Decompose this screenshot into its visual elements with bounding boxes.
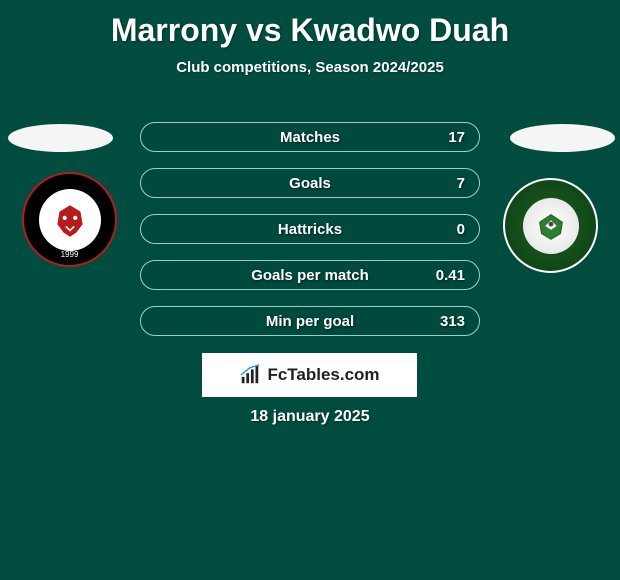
stat-row-matches: Matches 17 bbox=[140, 122, 480, 152]
branding-text: FcTables.com bbox=[267, 365, 379, 385]
club-badge-right-shield bbox=[523, 198, 579, 254]
date-text: 18 january 2025 bbox=[0, 408, 620, 426]
branding-box[interactable]: FcTables.com bbox=[202, 353, 417, 397]
wolf-icon bbox=[49, 199, 91, 241]
page-container: Marrony vs Kwadwo Duah Club competitions… bbox=[0, 0, 620, 580]
bar-chart-icon bbox=[239, 364, 261, 386]
stat-label: Min per goal bbox=[266, 313, 354, 330]
stat-label: Matches bbox=[280, 129, 340, 146]
club-badge-left-inner bbox=[39, 189, 101, 251]
stat-value: 17 bbox=[448, 129, 465, 146]
stat-value: 7 bbox=[457, 175, 465, 192]
stat-label: Goals bbox=[289, 175, 331, 192]
stat-value: 0 bbox=[457, 221, 465, 238]
stat-row-min-per-goal: Min per goal 313 bbox=[140, 306, 480, 336]
stat-value: 0.41 bbox=[436, 267, 465, 284]
stat-label: Hattricks bbox=[278, 221, 342, 238]
club-badge-right bbox=[503, 178, 598, 273]
eagle-icon bbox=[532, 207, 570, 245]
page-title: Marrony vs Kwadwo Duah bbox=[0, 0, 620, 49]
player-avatar-right bbox=[510, 124, 615, 152]
stats-panel: Matches 17 Goals 7 Hattricks 0 Goals per… bbox=[140, 122, 480, 352]
stat-label: Goals per match bbox=[251, 267, 369, 284]
page-subtitle: Club competitions, Season 2024/2025 bbox=[0, 59, 620, 76]
stat-row-hattricks: Hattricks 0 bbox=[140, 214, 480, 244]
player-avatar-left bbox=[8, 124, 113, 152]
club-badge-left: 1999 bbox=[22, 172, 117, 267]
stat-row-goals-per-match: Goals per match 0.41 bbox=[140, 260, 480, 290]
club-left-year: 1999 bbox=[61, 250, 79, 259]
stat-row-goals: Goals 7 bbox=[140, 168, 480, 198]
stat-value: 313 bbox=[440, 313, 465, 330]
